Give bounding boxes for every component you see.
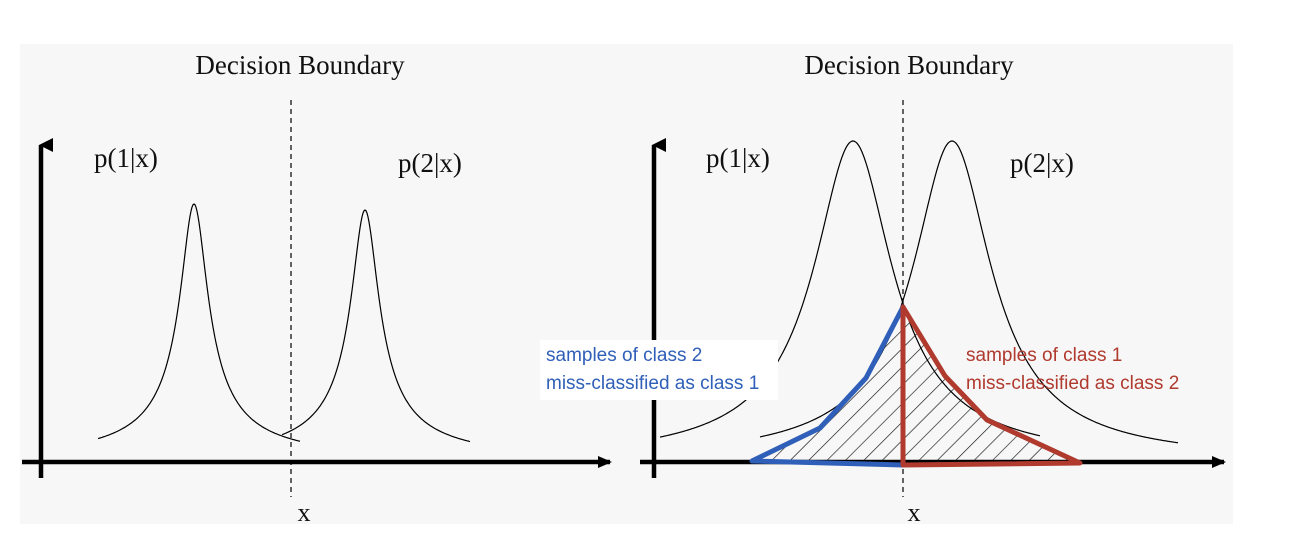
right-misclassified-region-right: [903, 307, 1080, 465]
left-x-axis-label: x: [298, 498, 311, 527]
left-label-class2: p(2|x): [398, 148, 462, 178]
right-label-class1: p(1|x): [706, 143, 770, 173]
left-curve-class2: [281, 209, 471, 443]
right-curve-class2: [759, 140, 1179, 444]
annotation-left-line1: samples of class 2: [546, 345, 702, 366]
annotation-right-line2: miss-classified as class 2: [966, 373, 1179, 394]
annotation-left-line2: miss-classified as class 1: [546, 373, 759, 394]
left-panel-title: Decision Boundary: [195, 50, 405, 80]
left-curve-class1: [97, 203, 301, 442]
annotation-right-line1: samples of class 1: [966, 345, 1122, 366]
right-panel-title: Decision Boundary: [804, 50, 1014, 80]
right-x-axis-label: x: [908, 498, 921, 527]
right-misclassified-region-left: [752, 307, 903, 465]
right-outline-class2-error: [749, 304, 906, 468]
right-panel: Decision Boundary p(1|x) p(2|x) x sample…: [540, 50, 1226, 527]
right-label-class2: p(2|x): [1010, 148, 1074, 178]
left-panel: Decision Boundary p(1|x) p(2|x) x: [22, 50, 612, 527]
annotation-left-background: [540, 340, 778, 400]
left-label-class1: p(1|x): [94, 143, 158, 173]
right-outline-class1-error: [900, 304, 1083, 468]
